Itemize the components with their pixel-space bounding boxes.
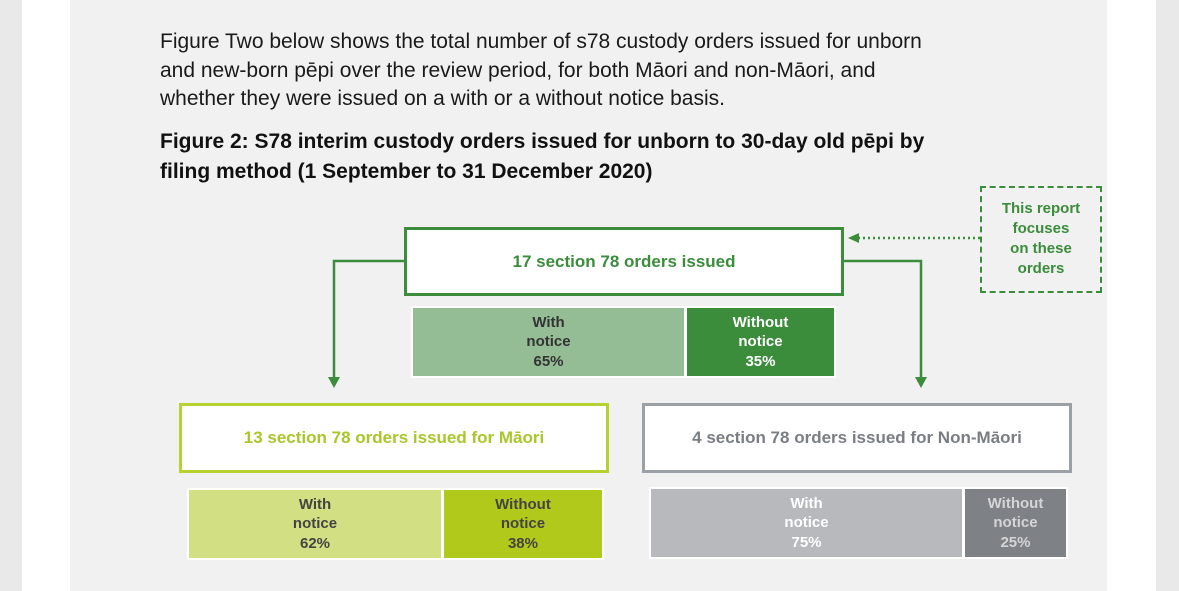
- cell-line: 38%: [507, 534, 538, 552]
- note-line: orders: [1017, 260, 1065, 277]
- cell-line: Without: [495, 495, 551, 513]
- total-orders-label: 17 section 78 orders issued: [512, 251, 736, 271]
- cell-line: 65%: [533, 352, 564, 370]
- non-maori-orders-box: 4 section 78 orders issued for Non-Māori: [642, 403, 1072, 473]
- non-maori-orders-label: 4 section 78 orders issued for Non-Māori: [692, 428, 1022, 447]
- cell-line: With: [790, 494, 823, 512]
- intro-line: Figure Two below shows the total number …: [160, 30, 922, 53]
- intro-line: and new-born pēpi over the review period…: [160, 58, 876, 82]
- non-maori-without-notice-cell: Without notice 25%: [963, 487, 1068, 559]
- cell-line: notice: [993, 514, 1038, 532]
- cell-line: With: [298, 495, 332, 513]
- connector-line-non-maori: [843, 259, 923, 380]
- caption-line: filing method (1 September to 31 Decembe…: [160, 160, 653, 183]
- intro-paragraph: Figure Two below shows the total number …: [160, 28, 1040, 114]
- intro-line: whether they were issued on a with or a …: [160, 87, 725, 110]
- cell-line: notice: [500, 515, 546, 533]
- cell-line: notice: [526, 333, 571, 351]
- cell-line: Without: [987, 494, 1044, 512]
- cell-line: Without: [732, 313, 789, 331]
- cell-line: notice: [784, 514, 829, 532]
- cell-line: notice: [292, 515, 338, 533]
- non-maori-with-notice-cell: With notice 75%: [649, 487, 964, 559]
- cell-line: 35%: [745, 352, 776, 370]
- arrowhead-maori: [328, 377, 340, 388]
- note-line: focuses: [1012, 220, 1070, 237]
- maori-with-notice-cell: With notice 62%: [187, 488, 443, 560]
- cell-line: 25%: [1000, 533, 1031, 551]
- cell-line: 75%: [791, 533, 822, 551]
- total-orders-box: 17 section 78 orders issued: [404, 227, 844, 296]
- caption-line: Figure 2: S78 interim custody orders iss…: [160, 130, 925, 153]
- note-arrowhead: [848, 233, 859, 243]
- report-focus-note: This report focuses on these orders: [980, 186, 1102, 293]
- maori-orders-label: 13 section 78 orders issued for Māori: [243, 428, 545, 447]
- maori-without-notice-cell: Without notice 38%: [442, 488, 604, 560]
- figure-caption: Figure 2: S78 interim custody orders iss…: [160, 127, 1040, 187]
- maori-orders-box: 13 section 78 orders issued for Māori: [179, 403, 609, 473]
- connector-line-maori: [332, 259, 405, 380]
- cell-line: With: [532, 313, 565, 331]
- total-with-notice-cell: With notice 65%: [411, 306, 686, 378]
- total-without-notice-cell: Without notice 35%: [685, 306, 836, 378]
- note-line: This report: [1001, 200, 1081, 217]
- note-line: on these: [1010, 240, 1072, 257]
- arrowhead-non-maori: [915, 377, 927, 388]
- cell-line: notice: [738, 333, 783, 351]
- cell-line: 62%: [299, 534, 331, 552]
